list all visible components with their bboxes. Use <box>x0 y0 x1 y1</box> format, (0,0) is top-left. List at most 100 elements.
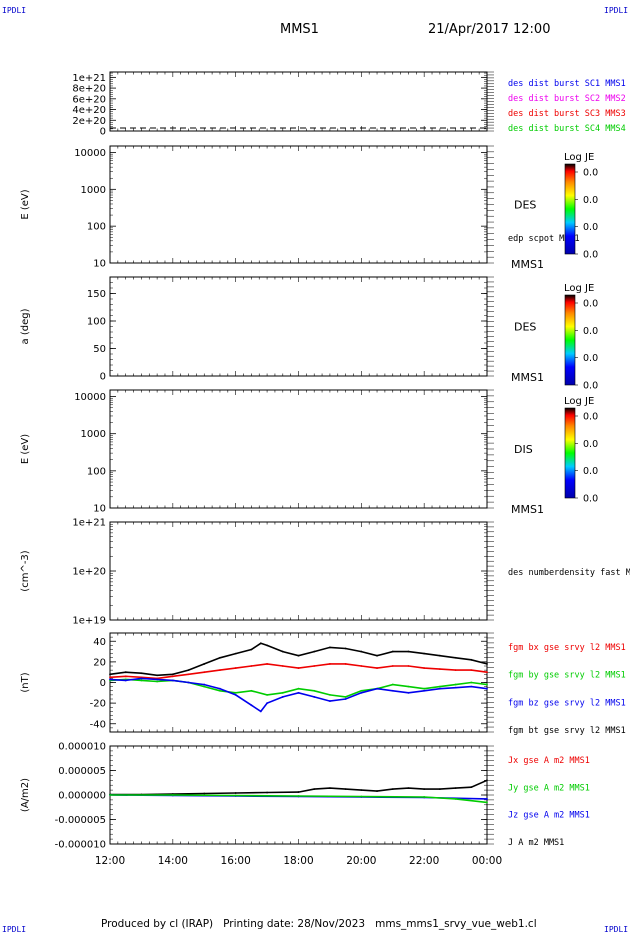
data-point <box>423 687 426 690</box>
data-point <box>407 650 410 653</box>
colorbar-tick-label: 0.0 <box>583 299 598 310</box>
data-point <box>454 798 457 800</box>
data-point <box>391 689 394 692</box>
colorbar-tick-label: 0.0 <box>583 353 598 364</box>
spacecraft-label: MMS1 <box>511 503 544 516</box>
panel-frame-p6 <box>109 632 488 733</box>
data-point <box>250 689 253 692</box>
panel-frame-p1 <box>109 71 488 132</box>
data-point <box>109 673 111 676</box>
y-axis-label: a (deg) <box>20 308 31 344</box>
corner-label-bottom-left: IPDLI <box>2 925 27 934</box>
colorbar-tick-label: 0.0 <box>583 250 598 261</box>
data-point <box>360 691 363 694</box>
colorbar-title: Log JE <box>564 283 594 294</box>
colorbar-tick-label: 0.0 <box>583 222 598 233</box>
panel-frame-p5 <box>109 521 488 621</box>
colorbar-tick-label: 0.0 <box>583 195 598 206</box>
data-point <box>234 693 237 696</box>
data-point <box>438 685 441 688</box>
data-point <box>360 795 363 798</box>
panel-frame-p4 <box>109 389 488 509</box>
data-point <box>187 669 190 672</box>
data-point <box>470 786 473 789</box>
data-point <box>486 779 488 782</box>
y-tick-label: 1e+21 <box>72 73 106 84</box>
data-point <box>219 656 221 659</box>
y-tick-label: 10000 <box>74 148 106 159</box>
y-axis-label: E (eV) <box>20 189 31 219</box>
data-point <box>391 650 394 653</box>
data-point <box>423 689 426 692</box>
data-point <box>266 702 268 705</box>
data-point <box>360 789 363 791</box>
series-line <box>109 642 488 677</box>
data-point <box>259 642 262 645</box>
data-point <box>250 648 253 651</box>
data-point <box>203 671 206 674</box>
data-point <box>171 679 174 682</box>
colorbar-tick-label: 0.0 <box>583 439 598 450</box>
data-point <box>438 687 441 690</box>
series-line <box>109 677 488 713</box>
data-point <box>156 674 159 677</box>
data-point <box>391 683 394 686</box>
legend-entry: fgm bx gse srvy l2 MMS1 <box>508 643 626 653</box>
y-tick-label: 1e+20 <box>72 567 106 578</box>
y-tick-label: 2e+20 <box>72 116 106 127</box>
panel-frame-p3 <box>109 276 488 377</box>
corner-label-bottom-right: IPDLI <box>604 925 629 934</box>
colorbar-tick-label: 0.0 <box>583 412 598 423</box>
data-point <box>423 788 426 791</box>
data-point <box>454 686 457 689</box>
y-tick-label: 100 <box>87 222 106 233</box>
data-point <box>266 693 268 696</box>
data-point <box>140 677 143 680</box>
colorbar <box>564 163 576 255</box>
data-point <box>313 665 316 667</box>
y-tick-label: 0.000010 <box>58 742 106 753</box>
legend-entry: J A m2 MMS1 <box>508 838 564 848</box>
data-point <box>376 654 378 657</box>
y-tick-label: -20 <box>90 699 106 710</box>
x-tick-label: 22:00 <box>409 855 439 867</box>
x-tick-label: 20:00 <box>346 855 376 867</box>
data-point <box>109 794 111 796</box>
y-tick-label: 100 <box>87 317 106 328</box>
data-point <box>140 679 143 682</box>
data-point <box>423 667 426 669</box>
x-tick-label: 16:00 <box>221 855 251 867</box>
y-tick-label: 8e+20 <box>72 84 106 95</box>
y-tick-label: 0 <box>100 372 106 383</box>
data-point <box>454 683 457 686</box>
x-tick-label: 12:00 <box>95 855 125 867</box>
legend-entry: des dist burst SC2 MMS2 <box>508 94 626 104</box>
y-tick-label: 0.000005 <box>58 766 106 777</box>
y-tick-label: -0.000005 <box>55 815 106 826</box>
data-point <box>187 681 190 684</box>
legend-entry: fgm bz gse srvy l2 MMS1 <box>508 698 626 708</box>
colorbar-tick-label: 0.0 <box>583 494 598 505</box>
data-point <box>423 652 426 655</box>
footer-filename: mms_mms1_srvy_vue_web1.cl <box>375 918 537 930</box>
data-point <box>281 665 284 667</box>
spacecraft-title: MMS1 <box>280 22 319 37</box>
y-tick-label: 100 <box>87 466 106 477</box>
footer: Produced by cl (IRAP) Printing date: 28/… <box>101 918 537 930</box>
data-point <box>313 650 316 653</box>
x-tick-label: 18:00 <box>283 855 313 867</box>
data-point <box>124 675 127 678</box>
y-tick-label: 0.000000 <box>58 791 106 802</box>
data-point <box>156 680 159 683</box>
data-point <box>313 689 316 692</box>
data-point <box>329 787 331 790</box>
data-point <box>438 668 441 670</box>
y-axis-label: (nT) <box>20 672 31 692</box>
x-tick-label: 14:00 <box>158 855 188 867</box>
y-tick-label: 20 <box>93 657 106 668</box>
data-point <box>360 650 363 653</box>
data-point <box>376 667 378 669</box>
data-point <box>219 687 221 690</box>
data-point <box>250 665 253 667</box>
